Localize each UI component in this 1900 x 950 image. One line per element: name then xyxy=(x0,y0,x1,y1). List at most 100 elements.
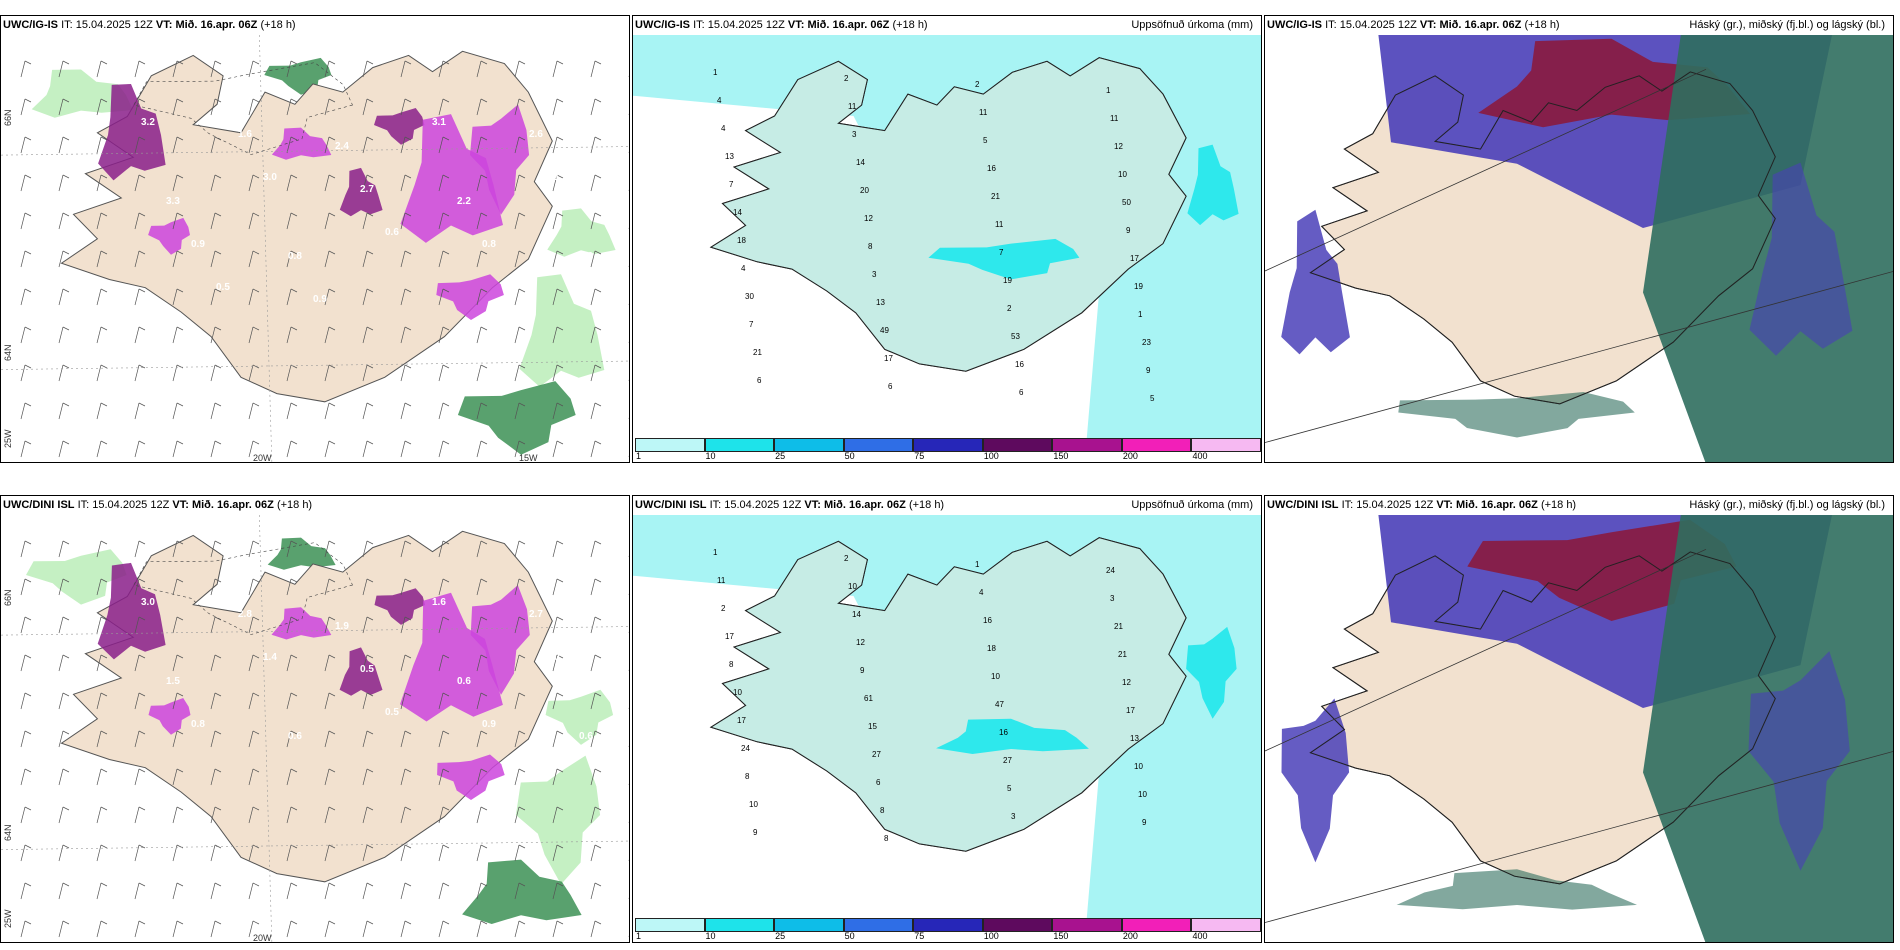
precip-value-label: 21 xyxy=(1118,650,1127,659)
cloud-mid-level xyxy=(1749,162,1853,356)
wind-barb xyxy=(628,935,629,937)
wind-barb xyxy=(324,402,336,420)
precip-value-label: 50 xyxy=(1122,198,1131,207)
wind-barb xyxy=(20,730,32,748)
snow-value-label: 1.6 xyxy=(432,597,446,608)
precip-value-label: 14 xyxy=(852,610,861,619)
wind-barb xyxy=(438,402,450,420)
precip-value-label: 14 xyxy=(733,208,742,217)
wind-barb xyxy=(476,174,488,192)
wind-barb xyxy=(248,882,260,900)
wind-barb xyxy=(96,364,108,382)
colorbar-tick-label: 1 xyxy=(636,451,642,461)
snow-value-label: 1.5 xyxy=(166,676,180,687)
wind-barb xyxy=(210,540,222,558)
wind-barb xyxy=(286,326,298,344)
precip-value-label: 10 xyxy=(749,800,758,809)
colorbar-tick-label: 400 xyxy=(1192,931,1208,941)
precip-value-label: 8 xyxy=(745,772,750,781)
wind-barb xyxy=(96,440,108,458)
wind-barb xyxy=(134,250,146,268)
snow-area xyxy=(374,588,425,625)
wind-barb xyxy=(552,578,564,596)
wind-barb xyxy=(514,440,526,458)
wind-barb xyxy=(400,768,412,786)
colorbar-swatch xyxy=(635,918,705,932)
precip-value-label: 11 xyxy=(1110,114,1119,123)
hatch-area xyxy=(133,62,353,155)
precip-area-mid xyxy=(1187,144,1239,226)
precip-value-label: 8 xyxy=(729,660,734,669)
lat-label-25w: 25W xyxy=(3,909,13,928)
lon-line xyxy=(259,515,273,942)
precip-value-label: 1 xyxy=(713,68,718,77)
precip-value-label: 9 xyxy=(753,828,758,837)
wind-barb xyxy=(628,707,629,709)
lon-label-20w: 20W xyxy=(253,933,272,943)
wind-barb xyxy=(248,326,260,344)
wind-barb xyxy=(476,326,488,344)
wind-barb xyxy=(590,654,602,672)
wind-barb xyxy=(324,768,336,786)
wind-barb xyxy=(324,364,336,382)
wind-barb xyxy=(552,616,564,634)
wind-barb xyxy=(590,730,602,748)
precip-value-label: 2 xyxy=(721,604,726,613)
wind-barb xyxy=(400,288,412,306)
wind-barb xyxy=(172,98,184,116)
lat-label-64n: 64N xyxy=(3,824,13,841)
wind-barb xyxy=(172,882,184,900)
cloud-mid-level xyxy=(1281,698,1350,863)
wind-barb xyxy=(438,920,450,938)
wind-barb xyxy=(590,288,602,306)
lon-label-15w: 15W xyxy=(519,453,538,463)
wind-barb xyxy=(590,882,602,900)
cloud-title: Háský (gr.), miðský (fj.bl.) og lágský (… xyxy=(1689,19,1885,31)
lat-line xyxy=(1265,548,1707,752)
snow-area xyxy=(148,698,191,735)
precip-value-label: 9 xyxy=(1142,818,1147,827)
wind-barb xyxy=(476,288,488,306)
precip-value-label: 10 xyxy=(1138,790,1147,799)
wind-barb xyxy=(438,250,450,268)
wind-barb xyxy=(628,113,629,115)
wind-barb xyxy=(96,540,108,558)
wind-barb xyxy=(134,98,146,116)
wind-barb xyxy=(324,98,336,116)
wind-barb xyxy=(590,136,602,154)
wind-barb xyxy=(324,212,336,230)
wind-barb xyxy=(590,440,602,458)
wind-barb xyxy=(58,882,70,900)
snow-area xyxy=(339,167,383,217)
wind-barb xyxy=(20,578,32,596)
precip-title: Uppsöfnuð úrkoma (mm) xyxy=(1131,499,1253,511)
precip-value-label: 24 xyxy=(741,744,750,753)
precip-value-label: 7 xyxy=(729,180,734,189)
precip-green-area xyxy=(515,755,601,885)
wind-barb xyxy=(248,288,260,306)
wind-barb xyxy=(400,60,412,78)
wind-barb xyxy=(552,98,564,116)
wind-barb xyxy=(20,326,32,344)
wind-barb xyxy=(438,364,450,382)
wind-barb xyxy=(210,250,222,268)
precip-value-label: 12 xyxy=(856,638,865,647)
precip-value-label: 19 xyxy=(1134,282,1143,291)
panel-header: UWC/DINI ISL IT: 15.04.2025 12Z VT: Mið.… xyxy=(633,496,1261,515)
wind-barb xyxy=(286,578,298,596)
colorbar-swatch xyxy=(1121,918,1192,932)
wind-barb xyxy=(628,75,629,77)
precip-value-label: 2 xyxy=(975,80,980,89)
wind-barb xyxy=(628,555,629,557)
wind-barb xyxy=(248,730,260,748)
wind-barb xyxy=(210,98,222,116)
panel-header: UWC/DINI ISL IT: 15.04.2025 12Z VT: Mið.… xyxy=(3,499,313,511)
wind-barb xyxy=(514,402,526,420)
wind-barb xyxy=(96,882,108,900)
wind-barb xyxy=(628,821,629,823)
wind-barb xyxy=(552,806,564,824)
wind-barb xyxy=(20,288,32,306)
wind-barb xyxy=(628,631,629,633)
precip-value-label: 20 xyxy=(860,186,869,195)
wind-barb xyxy=(58,174,70,192)
